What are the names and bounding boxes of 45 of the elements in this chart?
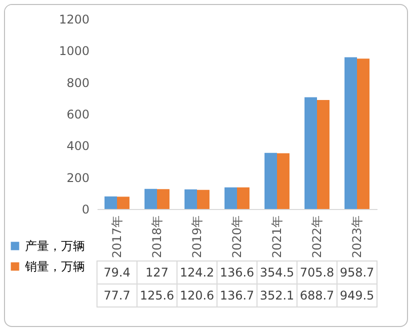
bar bbox=[357, 58, 370, 209]
y-tick-label: 0 bbox=[82, 202, 90, 216]
data-label: 136.6 bbox=[220, 266, 254, 280]
y-tick-label: 1200 bbox=[58, 12, 90, 26]
x-tick-label: 2017年 bbox=[110, 216, 124, 258]
data-label: 120.6 bbox=[180, 288, 214, 302]
data-label: 949.5 bbox=[340, 288, 374, 302]
bar bbox=[344, 57, 357, 209]
x-tick-label: 2020年 bbox=[230, 216, 244, 258]
bar bbox=[197, 190, 210, 209]
bar bbox=[237, 187, 250, 209]
data-label: 688.7 bbox=[300, 288, 334, 302]
x-tick-label: 2019年 bbox=[190, 216, 204, 258]
x-tick-label: 2021年 bbox=[270, 216, 284, 258]
bar bbox=[224, 187, 237, 209]
bar bbox=[117, 196, 130, 209]
y-tick-label: 600 bbox=[66, 108, 90, 122]
data-label: 958.7 bbox=[340, 266, 374, 280]
data-label: 124.2 bbox=[180, 266, 214, 280]
chart-frame: 2017年 2018年 2019年 2020年 2021年 2022年 2023年 0 200 400 600 800 1000 1200 79.4 127 124.2 136.6 354.5 705.8 958.7 77.7 125.6 120.6 136.7 352.1 688.7 949.5 产量，万辆 销量，万辆 bbox=[4, 4, 408, 327]
data-label: 125.6 bbox=[140, 288, 174, 302]
data-label: 354.5 bbox=[260, 266, 294, 280]
bar bbox=[317, 100, 330, 209]
bar bbox=[264, 152, 277, 209]
x-tick-label: 2022年 bbox=[310, 216, 324, 258]
bar bbox=[277, 153, 290, 209]
bar bbox=[157, 189, 170, 209]
data-label: 705.8 bbox=[300, 266, 334, 280]
data-label: 77.7 bbox=[104, 288, 130, 302]
bar bbox=[184, 189, 197, 209]
legend-label: 产量，万辆 bbox=[25, 239, 85, 253]
y-tick-label: 800 bbox=[66, 76, 90, 90]
data-label: 79.4 bbox=[104, 266, 130, 280]
data-label: 136.7 bbox=[220, 288, 254, 302]
y-tick-label: 200 bbox=[66, 170, 90, 185]
legend-label: 销量，万辆 bbox=[24, 260, 85, 274]
bar bbox=[144, 188, 157, 209]
x-tick-label: 2023年 bbox=[350, 216, 364, 258]
y-tick-label: 1000 bbox=[58, 44, 90, 58]
bar bbox=[304, 97, 317, 209]
data-label: 352.1 bbox=[260, 288, 294, 302]
x-tick-label: 2018年 bbox=[150, 216, 164, 258]
data-label: 127 bbox=[146, 266, 168, 280]
bar bbox=[104, 196, 117, 209]
y-tick-label: 400 bbox=[66, 139, 90, 154]
